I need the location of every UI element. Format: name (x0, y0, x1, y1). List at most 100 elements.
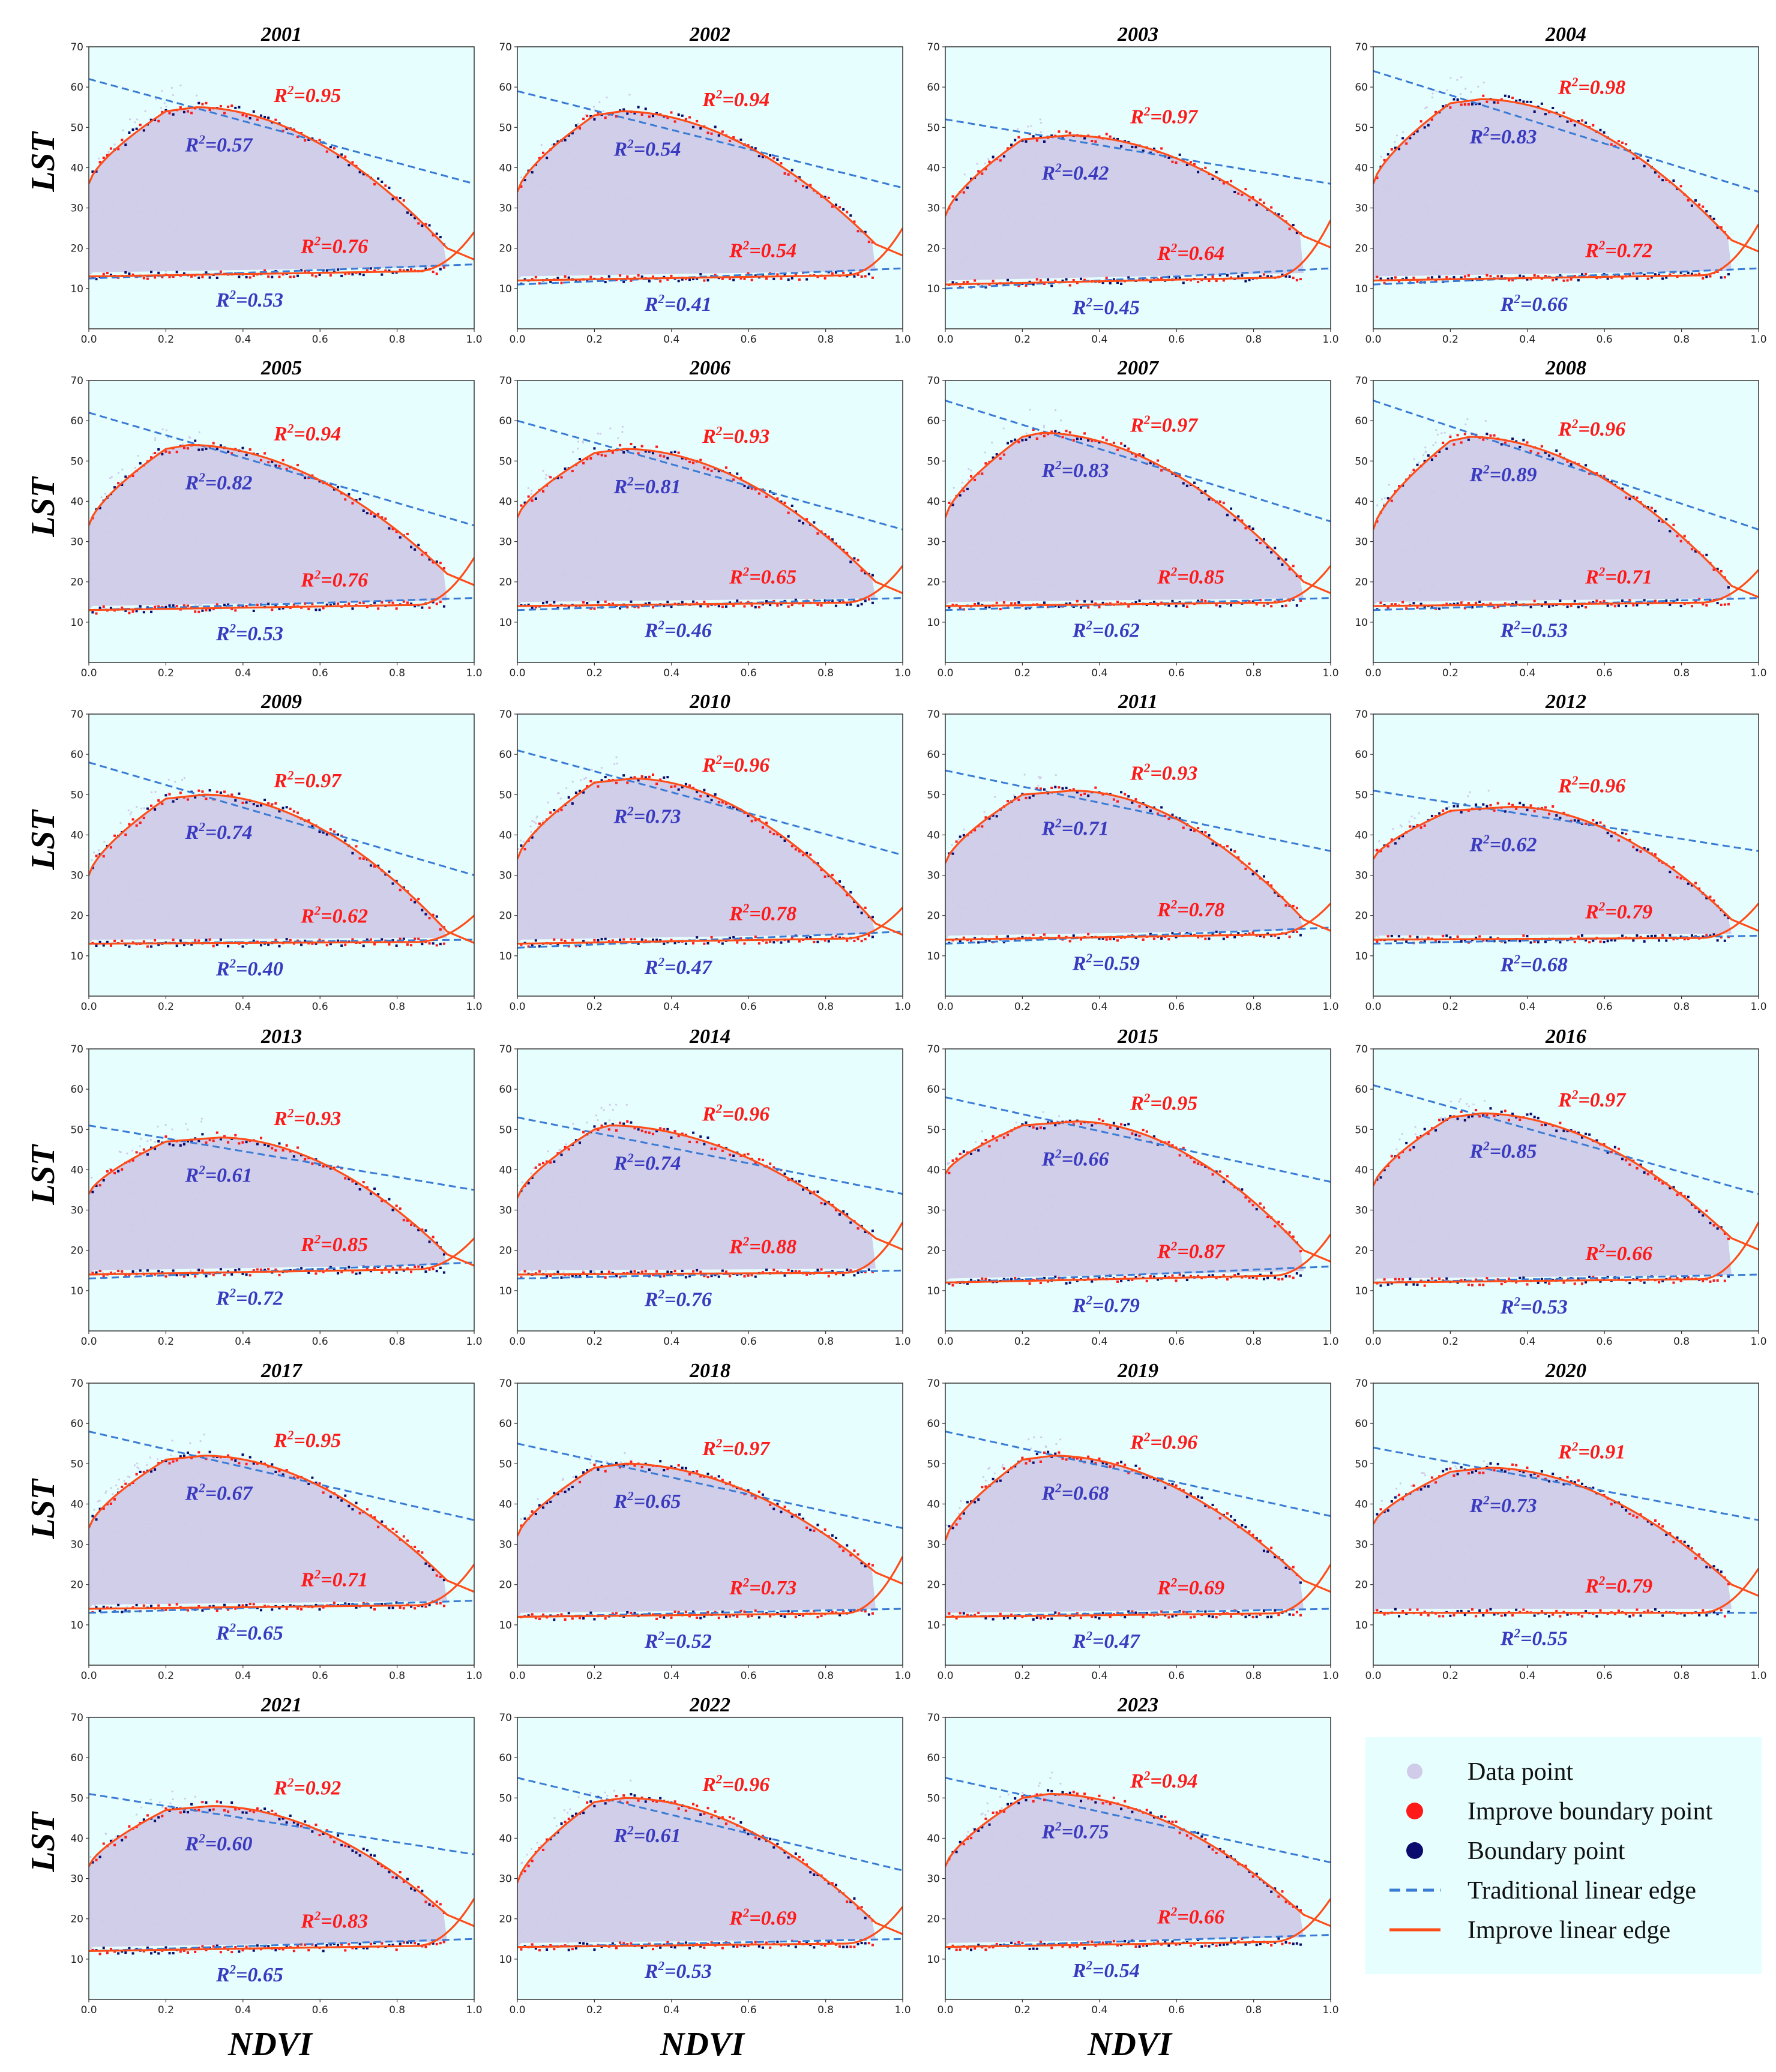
boundary-point (344, 155, 347, 158)
boundary-point (666, 116, 669, 119)
data-point (186, 464, 188, 466)
boundary-point (410, 268, 413, 271)
data-point-region (89, 107, 448, 277)
data-point (167, 881, 170, 883)
edge-lines (1373, 790, 1759, 945)
data-point (1475, 536, 1478, 538)
boundary-point (827, 535, 830, 538)
boundary-point (1580, 273, 1583, 276)
boundary-point (304, 939, 307, 942)
data-point (1418, 833, 1420, 836)
boundary-point (1277, 937, 1280, 940)
data-point (1016, 128, 1019, 130)
data-point (599, 842, 602, 845)
boundary-point (1482, 803, 1485, 806)
data-point (608, 846, 610, 849)
boundary-point (245, 801, 248, 804)
data-point (91, 541, 93, 544)
data-point (631, 127, 634, 129)
y-tick-label: 10 (1355, 950, 1368, 962)
data-point (1023, 496, 1026, 498)
data-point (1460, 106, 1463, 108)
boundary-point (439, 943, 442, 946)
boundary-point (977, 941, 980, 944)
boundary-point (783, 839, 786, 842)
boundary-point (597, 938, 600, 941)
boundary-point (234, 106, 237, 109)
data-point (1053, 244, 1056, 246)
data-point (116, 1181, 118, 1184)
boundary-point (1555, 449, 1558, 452)
boundary-point (670, 451, 673, 454)
boundary-point (351, 502, 354, 505)
data-point (1431, 875, 1433, 878)
data-point (574, 813, 577, 815)
boundary-point (285, 938, 288, 941)
improved-dry-edge (89, 106, 474, 260)
boundary-point (769, 604, 772, 607)
boundary-point (523, 179, 526, 182)
data-point (156, 215, 158, 218)
boundary-point (633, 446, 636, 449)
boundary-point (146, 1153, 149, 1156)
data-point (164, 1123, 167, 1126)
boundary-point (736, 599, 739, 602)
boundary-point (1430, 118, 1433, 121)
boundary-point (1716, 568, 1719, 571)
data-point (1460, 76, 1463, 79)
data-point (1441, 452, 1443, 455)
data-point (1036, 599, 1038, 601)
data-point (163, 198, 165, 200)
boundary-point (131, 941, 134, 944)
data-point (525, 268, 527, 271)
boundary-point (970, 940, 973, 943)
data-point (1041, 542, 1044, 544)
boundary-point (1412, 133, 1415, 136)
boundary-point (1259, 198, 1262, 201)
boundary-point (358, 857, 361, 860)
boundary-point (622, 108, 625, 111)
boundary-point (853, 220, 856, 223)
boundary-point (135, 1151, 138, 1154)
y-tick-label: 60 (499, 749, 512, 761)
data-point (1407, 175, 1410, 178)
data-point (579, 241, 582, 244)
boundary-point (428, 1268, 431, 1271)
boundary-point (823, 939, 826, 942)
data-point (1028, 235, 1031, 237)
data-point (150, 791, 153, 793)
boundary-point (1456, 98, 1459, 101)
data-point (615, 234, 618, 236)
boundary-point (974, 478, 977, 481)
improve-wet-r2: R2=0.78 (729, 901, 796, 925)
improve-wet-r2: R2=0.78 (1157, 897, 1224, 921)
data-point (971, 533, 973, 536)
boundary-point (794, 272, 797, 275)
data-point (1451, 815, 1453, 817)
boundary-point (344, 839, 347, 842)
data-point (537, 248, 539, 251)
x-tick-label: 0.0 (937, 334, 953, 346)
boundary-point (607, 275, 610, 278)
boundary-point (1087, 932, 1090, 935)
boundary-point (410, 898, 413, 901)
boundary-point (1636, 156, 1639, 159)
boundary-point (271, 275, 274, 278)
x-tick-label: 0.0 (1365, 334, 1381, 346)
boundary-point (1599, 128, 1602, 131)
boundary-point (1456, 805, 1459, 808)
boundary-point (1661, 277, 1664, 280)
data-point (595, 260, 597, 263)
traditional-dry-r2: R2=0.73 (613, 803, 681, 827)
data-point (1379, 207, 1381, 209)
boundary-point (1603, 940, 1606, 943)
boundary-point (1493, 809, 1496, 812)
boundary-point (1705, 553, 1708, 556)
improved-wet-edge (1373, 223, 1759, 282)
boundary-point (292, 275, 295, 278)
data-point (1044, 591, 1046, 593)
x-tick-label: 0.4 (235, 1001, 251, 1013)
boundary-point (706, 794, 709, 797)
data-point (91, 1230, 94, 1232)
data-point (549, 484, 551, 486)
